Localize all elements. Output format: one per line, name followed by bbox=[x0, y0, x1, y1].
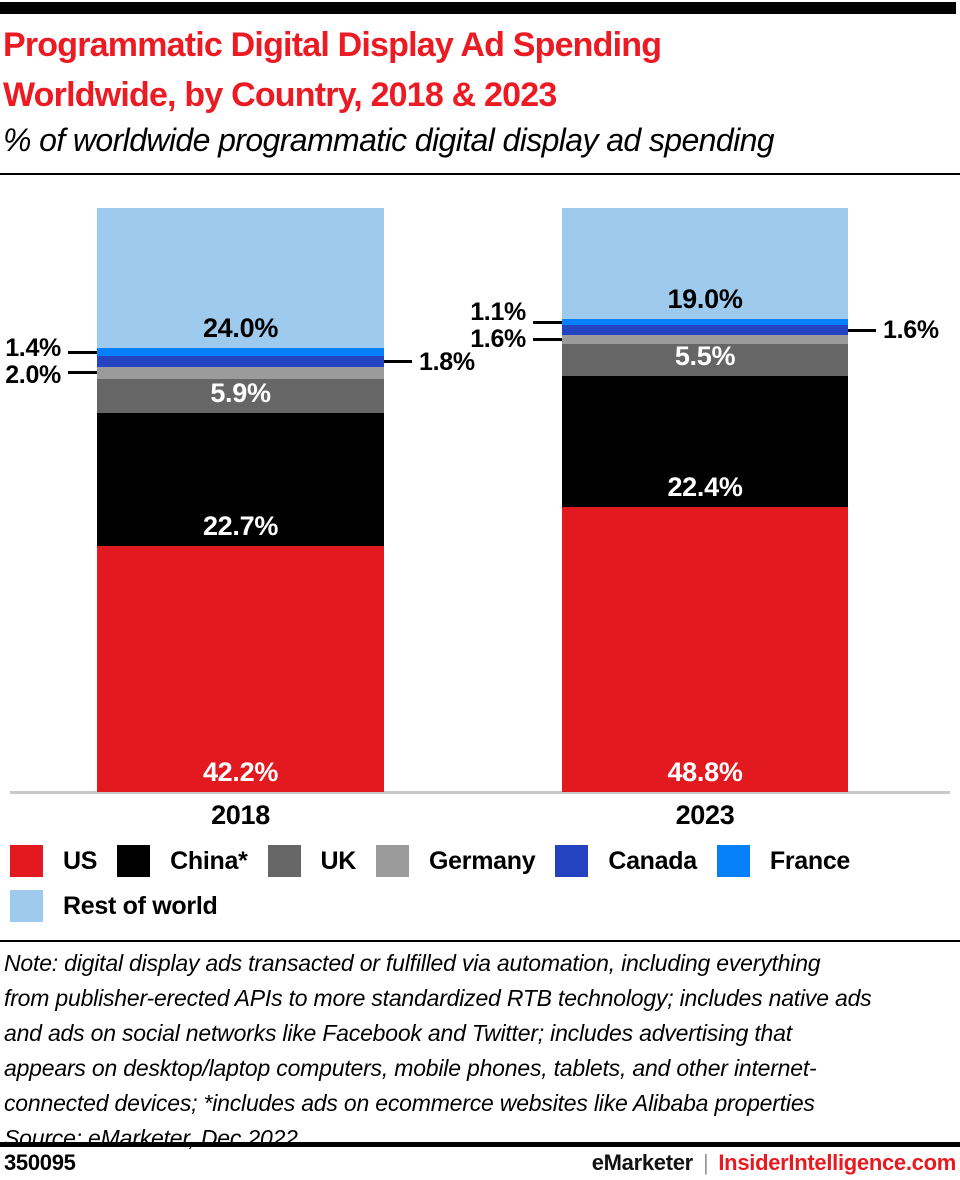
chart-legend: US China* UK Germany Canada France Rest of wor… bbox=[10, 845, 950, 922]
callout-line bbox=[68, 350, 97, 354]
legend-swatch bbox=[10, 890, 43, 922]
legend-swatch bbox=[555, 845, 589, 877]
segment-restofworld-2018: 24.0% bbox=[97, 208, 384, 349]
value-label: 1.6% bbox=[883, 316, 939, 345]
bar-2023: 19.0% 5.5% 22.4% 48.8% bbox=[562, 208, 848, 792]
stacked-bar-chart: 1.4% 1.8% 2.0% 24.0% 5.9% 22.7% 42.2% 2018 1.1% 1… bbox=[0, 208, 960, 848]
callout-line bbox=[384, 360, 412, 364]
page-subtitle: % of worldwide programmatic digital disp… bbox=[3, 122, 775, 158]
legend-label: UK bbox=[320, 846, 357, 875]
segment-canada-2023 bbox=[562, 325, 848, 335]
legend-row: US China* UK Germany Canada France bbox=[10, 845, 950, 877]
footer-brandline: eMarketer | InsiderIntelligence.com bbox=[591, 1150, 957, 1176]
segment-china-2023: 22.4% bbox=[562, 376, 848, 507]
value-label: 1.6% bbox=[470, 325, 526, 354]
value-label: 2.0% bbox=[5, 360, 61, 389]
value-label: 22.7% bbox=[202, 510, 279, 541]
footer-divider-bar bbox=[0, 1142, 960, 1147]
footer: 350095 eMarketer | InsiderIntelligence.c… bbox=[4, 1150, 956, 1176]
legend-label: Germany bbox=[429, 846, 536, 875]
value-label: 22.4% bbox=[667, 471, 743, 502]
title-line-2: Worldwide, by Country, 2018 & 2023 bbox=[3, 76, 557, 114]
value-label: 48.8% bbox=[667, 756, 743, 787]
x-axis-line bbox=[10, 791, 950, 794]
value-label: 42.2% bbox=[202, 756, 279, 787]
segment-us-2023: 48.8% bbox=[562, 506, 848, 792]
value-label: 19.0% bbox=[667, 283, 743, 314]
top-accent-bar bbox=[0, 2, 956, 14]
legend-item-us: US bbox=[10, 845, 97, 877]
segment-us-2018: 42.2% bbox=[97, 545, 384, 792]
legend-item-canada: Canada bbox=[555, 845, 697, 877]
segment-uk-2018: 5.9% bbox=[97, 377, 384, 413]
segment-canada-2018 bbox=[97, 356, 384, 367]
legend-swatch bbox=[376, 845, 410, 877]
segment-germany-2018 bbox=[97, 366, 384, 379]
legend-swatch bbox=[117, 845, 151, 877]
insider-intelligence-link[interactable]: InsiderIntelligence.com bbox=[718, 1150, 956, 1175]
legend-swatch bbox=[10, 845, 43, 877]
value-label: 1.1% bbox=[470, 298, 526, 327]
bar-2018: 24.0% 5.9% 22.7% 42.2% bbox=[97, 208, 384, 792]
value-label: 1.8% bbox=[419, 347, 475, 376]
legend-label: France bbox=[769, 846, 851, 875]
footer-separator: | bbox=[702, 1150, 709, 1175]
legend-swatch bbox=[267, 845, 301, 877]
callout-line bbox=[533, 320, 562, 324]
legend-label: China* bbox=[170, 846, 248, 875]
legend-swatch bbox=[716, 845, 750, 877]
segment-france-2023 bbox=[562, 318, 848, 326]
segment-uk-2023: 5.5% bbox=[562, 341, 848, 377]
callout-line bbox=[68, 371, 97, 375]
legend-item-france: France bbox=[716, 845, 851, 877]
legend-item-china: China* bbox=[117, 845, 248, 877]
value-label: 5.9% bbox=[210, 377, 271, 408]
segment-france-2018 bbox=[97, 348, 384, 357]
legend-label: Rest of world bbox=[63, 891, 218, 920]
segment-china-2018: 22.7% bbox=[97, 412, 384, 546]
segment-germany-2023 bbox=[562, 334, 848, 345]
emarketer-logo: eMarketer bbox=[591, 1150, 694, 1175]
legend-label: US bbox=[63, 846, 98, 875]
legend-label: Canada bbox=[608, 846, 697, 875]
header-divider bbox=[0, 173, 960, 175]
title-line-1: Programmatic Digital Display Ad Spending bbox=[3, 26, 662, 64]
segment-restofworld-2023: 19.0% bbox=[562, 208, 848, 319]
x-axis-label-2018: 2018 bbox=[211, 800, 270, 830]
legend-item-restofworld: Rest of world bbox=[10, 890, 218, 922]
legend-item-uk: UK bbox=[267, 845, 357, 877]
note-divider bbox=[0, 940, 960, 942]
legend-row: Rest of world bbox=[10, 890, 950, 922]
callout-line bbox=[533, 337, 562, 341]
x-axis-label-2023: 2023 bbox=[675, 800, 735, 830]
callout-line bbox=[848, 328, 876, 332]
value-label: 24.0% bbox=[202, 313, 279, 344]
note-text: Note: digital display ads transacted or … bbox=[4, 950, 872, 1116]
value-label: 5.5% bbox=[674, 341, 736, 372]
chart-id: 350095 bbox=[4, 1150, 76, 1175]
value-label: 1.4% bbox=[5, 334, 61, 363]
legend-item-germany: Germany bbox=[376, 845, 536, 877]
page-title: Programmatic Digital Display Ad Spending… bbox=[3, 20, 957, 120]
